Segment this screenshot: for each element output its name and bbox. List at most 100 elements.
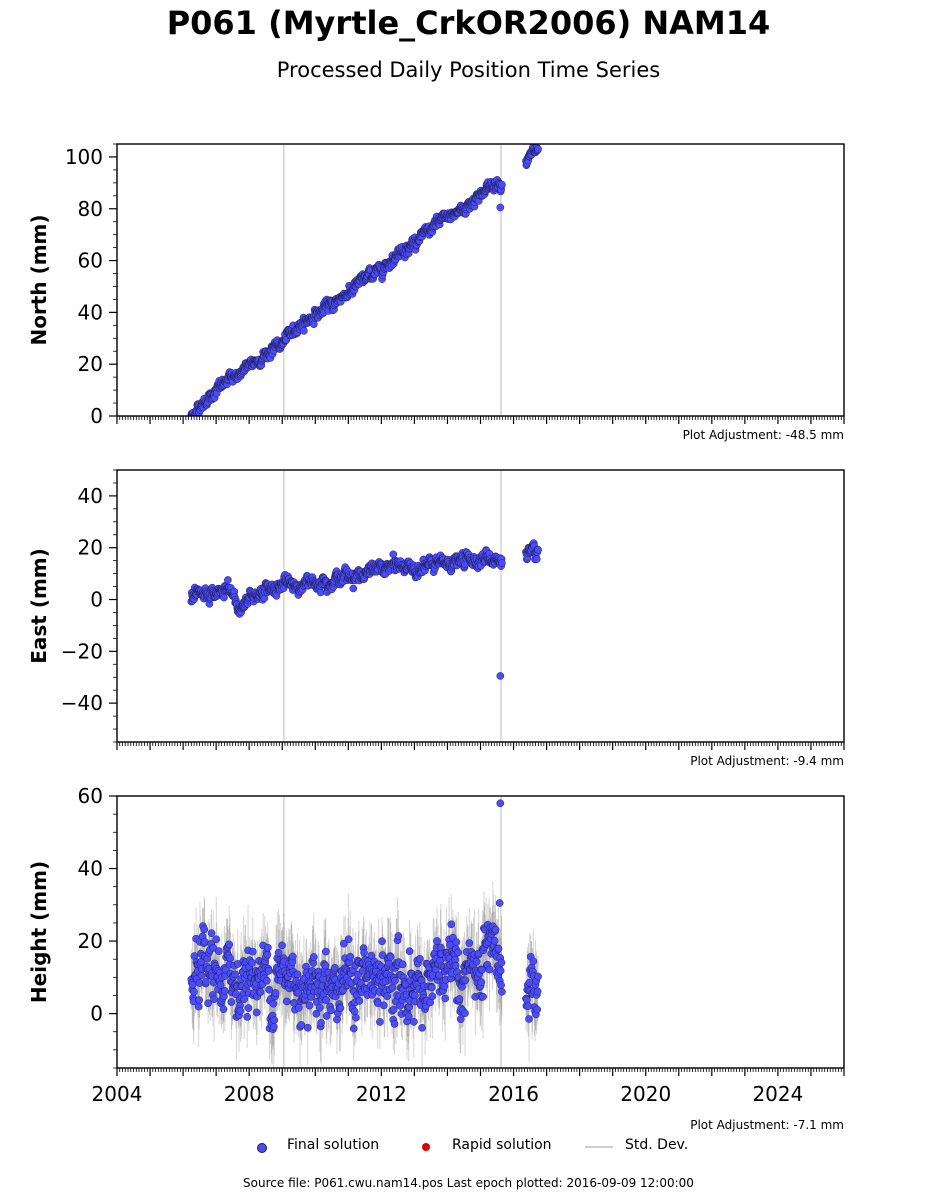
final-solution-point [270, 1016, 279, 1025]
final-solution-point [360, 948, 368, 957]
final-solution-point [378, 937, 386, 946]
final-solution-point [355, 997, 364, 1005]
final-solution-point [534, 145, 542, 153]
y-tick-label: 40 [78, 300, 103, 324]
final-solution-point [451, 961, 460, 970]
x-tick-label: 2008 [224, 1082, 275, 1106]
final-solution-point [197, 971, 206, 980]
final-solution-point [437, 943, 445, 952]
final-solution-point [404, 1012, 413, 1021]
x-tick-label: 2004 [92, 1082, 143, 1106]
final-solution-point [240, 995, 249, 1003]
final-solution-point [391, 976, 399, 985]
y-tick-label: 40 [78, 857, 103, 881]
final-solution-point [405, 947, 414, 956]
final-solution-point [236, 1007, 245, 1015]
legend-rapid-solution: Rapid solution [415, 1137, 552, 1153]
y-tick-label: 40 [78, 484, 103, 508]
y-tick-label: 20 [78, 352, 103, 376]
final-solution-point [210, 995, 218, 1004]
final-solution-point [317, 1018, 325, 1027]
x-tick-label: 2024 [752, 1082, 803, 1106]
final-solution-point [529, 957, 538, 966]
final-solution-point [278, 941, 286, 950]
final-solution-point [533, 987, 542, 996]
x-tick-label: 2016 [488, 1082, 539, 1106]
final-solution-point [523, 995, 531, 1004]
final-solution-point [498, 987, 506, 996]
final-solution-point [477, 978, 486, 987]
final-solution-point [447, 920, 456, 929]
east-plot-adjustment: Plot Adjustment: -9.4 mm [690, 754, 844, 768]
north-data [187, 144, 542, 416]
outlier-point [496, 203, 505, 212]
final-solution-point [498, 559, 506, 567]
final-solution-point [248, 947, 257, 956]
final-solution-point [248, 959, 256, 967]
height-axes-frame [116, 795, 845, 1069]
y-tick-label: 60 [78, 249, 103, 273]
final-solution-point [303, 1023, 312, 1032]
legend-label: Final solution [287, 1137, 380, 1153]
east-panel: −40 −20 0 20 40 East (mm) [27, 469, 845, 750]
final-solution-point [202, 978, 210, 986]
chart-title: P061 (Myrtle_CrkOR2006) NAM14 [166, 4, 771, 42]
final-solution-point [446, 941, 454, 949]
east-data [187, 539, 542, 680]
final-solution-point [221, 987, 229, 995]
final-solution-point [227, 998, 236, 1006]
final-solution-point [494, 944, 503, 953]
final-solution-point [498, 180, 506, 189]
north-panel: 0 20 40 60 80 100 North (mm) [27, 143, 845, 428]
final-solution-point [226, 954, 234, 963]
y-tick-label: −20 [61, 639, 103, 663]
y-tick-label: 20 [78, 929, 103, 953]
final-solution-point [293, 970, 302, 979]
final-solution-point [376, 1018, 384, 1026]
final-solution-point [243, 1013, 252, 1021]
final-solution-point [269, 999, 278, 1008]
final-solution-point [321, 947, 330, 956]
final-solution-point [524, 1002, 532, 1010]
final-solution-point [312, 1009, 321, 1018]
final-solution-point [274, 948, 283, 957]
height-axis-label: Height (mm) [27, 861, 51, 1003]
final-solution-point [272, 592, 281, 600]
final-solution-point [327, 1006, 335, 1015]
height-data [187, 799, 542, 1068]
final-solution-point [497, 981, 505, 989]
final-solution-point [263, 950, 272, 959]
north-axis-label: North (mm) [27, 214, 51, 345]
final-solution-point [322, 996, 331, 1005]
final-solution-point [194, 415, 196, 416]
final-solution-point [398, 960, 407, 969]
final-solution-point [300, 326, 308, 335]
final-solution-point [433, 937, 441, 945]
final-solution-point [321, 961, 330, 970]
final-solution-point [305, 1001, 314, 1010]
final-solution-point [461, 976, 470, 985]
final-solution-point [224, 576, 232, 584]
final-solution-point [195, 996, 203, 1004]
final-solution-point [263, 943, 272, 952]
final-solution-point [315, 1003, 324, 1012]
final-solution-point [297, 1021, 306, 1029]
final-solution-point [263, 976, 271, 985]
final-solution-marker-icon [257, 1143, 267, 1153]
final-solution-point [497, 958, 506, 967]
legend-final-solution: Final solution [250, 1137, 379, 1153]
final-solution-point [479, 992, 487, 1001]
final-solution-point [200, 937, 209, 946]
final-solution-point [456, 1015, 465, 1024]
final-solution-point [256, 988, 265, 996]
final-solution-point [440, 982, 449, 990]
y-tick-label: 0 [90, 404, 103, 428]
final-solution-point [379, 1001, 388, 1010]
final-solution-point [390, 1020, 399, 1028]
outlier-point [495, 899, 504, 907]
y-tick-label: 0 [90, 1002, 103, 1026]
north-plot-adjustment: Plot Adjustment: -48.5 mm [682, 428, 844, 442]
final-solution-point [357, 978, 365, 987]
final-solution-point [534, 545, 542, 554]
